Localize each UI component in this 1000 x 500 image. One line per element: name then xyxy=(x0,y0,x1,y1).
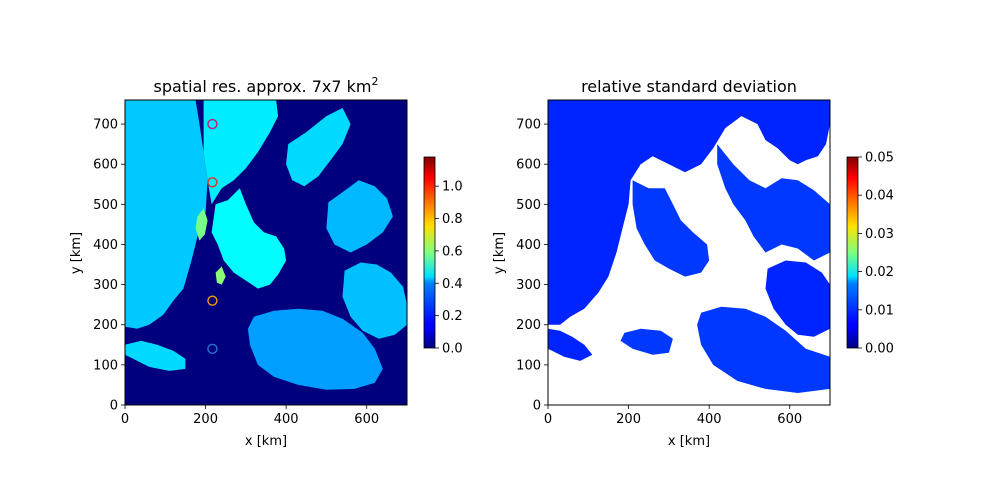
left-colorbar xyxy=(423,156,436,349)
left-x-tick-label-1: 200 xyxy=(193,412,218,427)
right-y-tick-label-0: 0 xyxy=(533,399,541,414)
left-x-tick-label-0: 0 xyxy=(121,412,129,427)
right-heatmap-region-2 xyxy=(717,144,830,261)
right-y-tick-label-1: 100 xyxy=(516,358,541,373)
left-title-superscript: 2 xyxy=(371,75,378,88)
left-y-tick-label-4: 400 xyxy=(93,238,118,253)
left-y-axis-label: y [km] xyxy=(69,232,84,274)
right-heatmap-region-0 xyxy=(548,100,830,325)
left-y-tick-label-0: 0 xyxy=(110,399,118,414)
right-colorbar-tick-label-5: 0.05 xyxy=(865,151,894,166)
right-y-ticks: 0 100 200 300 400 500 600 700 xyxy=(516,118,548,414)
right-heatmap-region-6 xyxy=(620,328,673,355)
left-y-tick-label-2: 200 xyxy=(93,318,118,333)
left-colorbar-ticks: 0.0 0.2 0.4 0.6 0.8 1.0 xyxy=(435,180,463,357)
right-colorbar-ticks: 0.00 0.01 0.02 0.03 0.04 0.05 xyxy=(858,151,894,357)
left-y-tick-label-6: 600 xyxy=(93,158,118,173)
left-heatmap-region-7 xyxy=(125,340,186,371)
right-colorbar-tick-label-1: 0.01 xyxy=(865,303,894,318)
right-panel: relative standard deviation 0 200 400 600 0… xyxy=(492,77,894,449)
left-y-tick-label-3: 300 xyxy=(93,278,118,293)
right-y-tick-label-6: 600 xyxy=(516,158,541,173)
left-x-tick-label-3: 600 xyxy=(354,412,379,427)
left-plot-frame xyxy=(124,99,408,406)
left-station-marker-0 xyxy=(207,118,218,130)
right-y-tick-label-2: 200 xyxy=(516,318,541,333)
left-heatmap-region-4 xyxy=(326,180,393,253)
right-chart-title: relative standard deviation xyxy=(581,77,797,96)
left-colorbar-tick-label-0: 0.0 xyxy=(442,342,463,357)
left-station-marker-1 xyxy=(207,177,218,188)
left-title-text: spatial res. approx. 7x7 km xyxy=(154,77,372,96)
right-x-tick-label-1: 200 xyxy=(616,412,641,427)
right-y-tick-label-3: 300 xyxy=(516,278,541,293)
left-x-tick-label-2: 400 xyxy=(274,412,299,427)
right-heatmap-region-4 xyxy=(697,306,830,393)
left-heatmap-regions xyxy=(125,100,407,390)
left-station-marker-3 xyxy=(207,343,218,355)
left-panel: spatial res. approx. 7x7 km2 0 200 400 600 … xyxy=(69,75,463,449)
left-colorbar-tick-label-2: 0.4 xyxy=(442,277,463,292)
left-chart-title: spatial res. approx. 7x7 km2 xyxy=(154,75,379,96)
left-heatmap-region-6 xyxy=(247,308,383,390)
right-x-tick-label-0: 0 xyxy=(544,412,552,427)
right-y-tick-label-5: 500 xyxy=(516,198,541,213)
left-x-axis-label: x [km] xyxy=(245,434,287,449)
right-colorbar-tick-label-0: 0.00 xyxy=(865,342,894,357)
right-x-tick-label-2: 400 xyxy=(697,412,722,427)
left-y-tick-label-5: 500 xyxy=(93,198,118,213)
right-colorbar xyxy=(846,156,859,349)
right-x-axis-label: x [km] xyxy=(668,434,710,449)
left-x-ticks: 0 200 400 600 xyxy=(121,405,379,427)
left-heatmap-region-8 xyxy=(195,208,208,241)
right-x-ticks: 0 200 400 600 xyxy=(544,405,802,427)
left-colorbar-tick-label-3: 0.6 xyxy=(442,244,463,259)
left-colorbar-tick-label-5: 1.0 xyxy=(442,180,463,195)
left-y-tick-label-1: 100 xyxy=(93,358,118,373)
left-station-marker-2 xyxy=(207,295,218,306)
right-x-tick-label-3: 600 xyxy=(777,412,802,427)
right-heatmap-regions xyxy=(548,100,830,393)
right-colorbar-tick-label-3: 0.03 xyxy=(865,227,894,242)
left-heatmap-region-9 xyxy=(215,266,226,285)
right-heatmap-region-5 xyxy=(548,328,593,361)
right-colorbar-tick-label-4: 0.04 xyxy=(865,189,894,204)
left-y-tick-label-7: 700 xyxy=(93,118,118,133)
right-y-tick-label-4: 400 xyxy=(516,238,541,253)
left-colorbar-tick-label-1: 0.2 xyxy=(442,309,463,324)
left-heatmap-region-3 xyxy=(286,108,351,187)
right-y-axis-label: y [km] xyxy=(492,232,507,274)
left-heatmap-region-1 xyxy=(203,100,279,205)
right-heatmap-region-3 xyxy=(765,260,830,337)
right-heatmap-region-1 xyxy=(632,180,710,277)
left-colorbar-tick-label-4: 0.8 xyxy=(442,212,463,227)
left-y-ticks: 0 100 200 300 400 500 600 700 xyxy=(93,118,125,414)
left-heatmap-region-0 xyxy=(125,100,208,329)
right-colorbar-tick-label-2: 0.02 xyxy=(865,265,894,280)
left-heatmap-region-5 xyxy=(342,262,407,339)
left-station-markers xyxy=(207,118,218,355)
left-heatmap-region-2 xyxy=(211,188,287,289)
right-plot-frame xyxy=(547,99,831,406)
right-y-tick-label-7: 700 xyxy=(516,118,541,133)
